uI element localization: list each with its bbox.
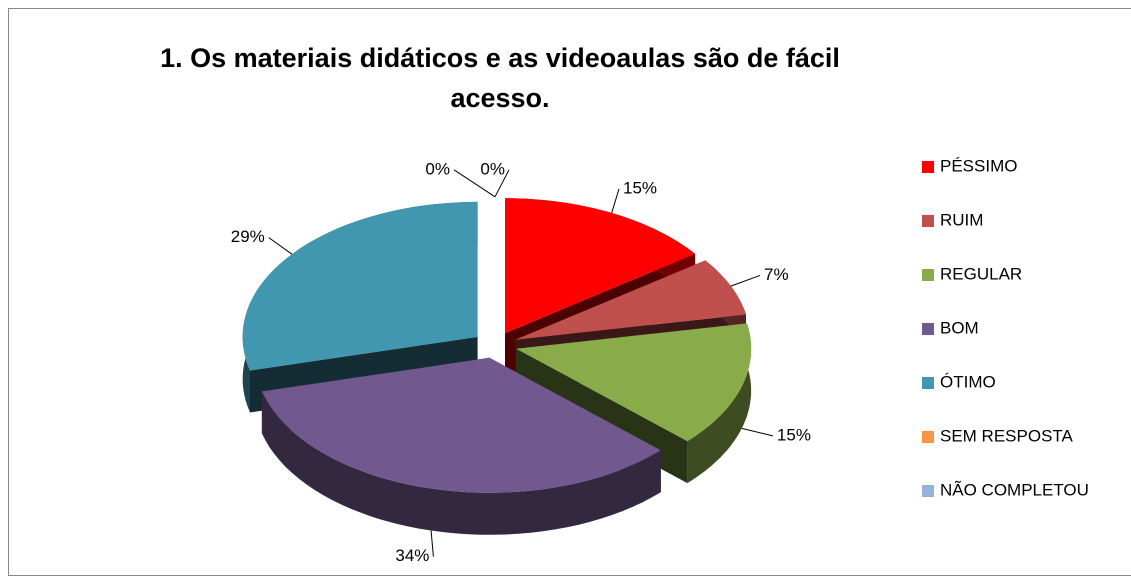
legend-swatch (922, 323, 934, 335)
slice (261, 357, 661, 493)
slice (515, 260, 746, 340)
data-label: 34% (395, 546, 429, 565)
legend-swatch (922, 269, 934, 281)
data-label: 0% (480, 159, 505, 178)
legend-swatch (922, 215, 934, 227)
chart-frame (8, 8, 1131, 576)
slice-side (261, 391, 661, 535)
data-label: 0% (425, 159, 450, 178)
legend-swatch (922, 485, 934, 497)
slice (516, 323, 752, 442)
leader-line (741, 427, 774, 437)
leader-line (494, 169, 510, 198)
legend-swatch (922, 377, 934, 389)
leader-line (730, 274, 761, 287)
legend-label: SEM RESPOSTA (940, 426, 1074, 445)
leader-line (268, 237, 293, 255)
data-label: 15% (777, 425, 811, 444)
legend-label: REGULAR (940, 264, 1022, 283)
data-label: 29% (231, 227, 265, 246)
slice (505, 198, 696, 334)
legend-label: RUIM (940, 210, 983, 229)
data-label: 7% (764, 265, 789, 284)
leader-line (453, 169, 496, 198)
legend-swatch (922, 161, 934, 173)
legend-label: ÓTIMO (940, 372, 996, 391)
leader-line (611, 188, 620, 214)
slice (242, 201, 478, 371)
legend-label: NÃO COMPLETOU (940, 480, 1089, 499)
legend-label: BOM (940, 318, 979, 337)
slice-side (687, 323, 752, 484)
legend-swatch (922, 431, 934, 443)
chart-title: 1. Os materiais didáticos e as videoaula… (160, 43, 840, 113)
data-label: 15% (623, 178, 657, 197)
leader-line (430, 530, 434, 557)
legend-label: PÉSSIMO (940, 156, 1017, 175)
